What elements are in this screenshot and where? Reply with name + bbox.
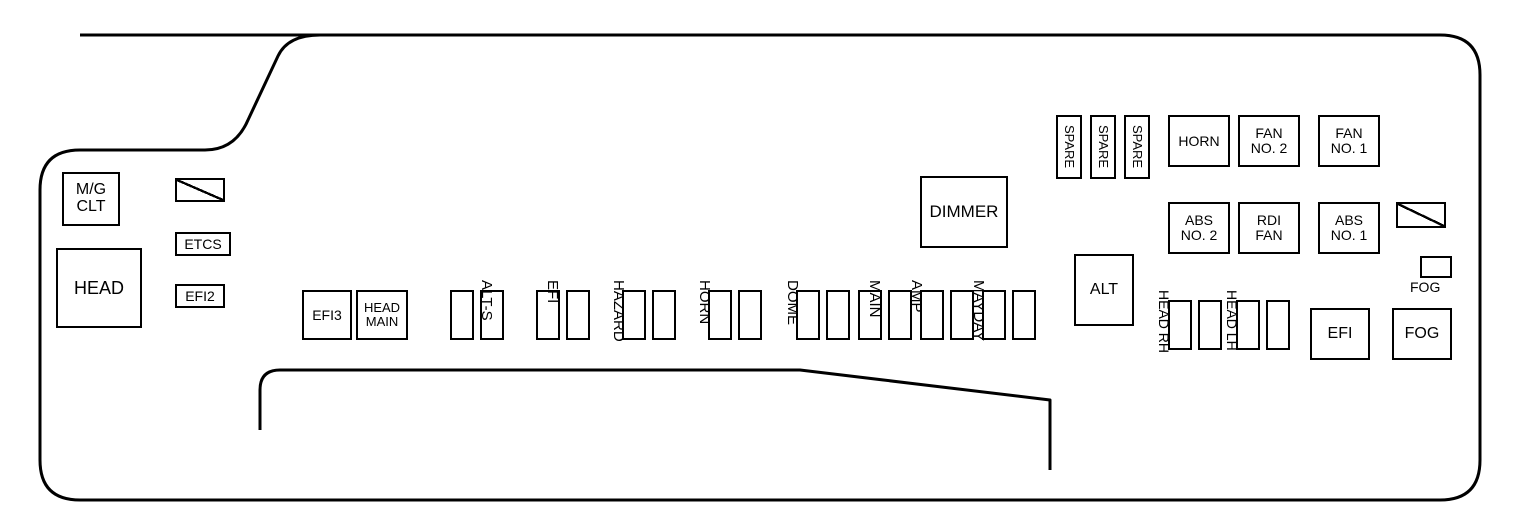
fuse-fog-r: FOG: [1392, 308, 1452, 360]
label-l-dome: DOME: [784, 280, 801, 325]
fuse-f-hazard-b: [652, 290, 676, 340]
fuse-slash-1: [175, 178, 225, 202]
fuse-f-horn-b: [738, 290, 762, 340]
fuse-head: HEAD: [56, 248, 142, 328]
label-l-fog: FOG: [1410, 280, 1440, 295]
fuse-label: ETCS: [184, 237, 221, 252]
fuse-efi2: EFI2: [175, 284, 225, 308]
fuse-label: ABS NO. 2: [1181, 213, 1218, 242]
fuse-label: HEAD MAIN: [364, 301, 400, 328]
fuse-label: HEAD: [74, 279, 124, 298]
fuse-alt: ALT: [1074, 254, 1134, 326]
label-l-hazard: HAZARD: [610, 280, 627, 342]
label-l-horn: HORN: [696, 280, 713, 324]
fuse-label: EFI: [1328, 326, 1353, 343]
fuse-horn-r: HORN: [1168, 115, 1230, 167]
label-l-headrh: HEAD RH: [1156, 290, 1172, 353]
fuse-label: RDI FAN: [1255, 213, 1282, 242]
fuse-label: FAN NO. 2: [1251, 126, 1288, 155]
label-l-mayday: MAYDAY: [970, 280, 987, 341]
fuse-spare1: SPARE: [1056, 115, 1082, 179]
fuse-label: SPARE: [1062, 125, 1076, 168]
fuse-slash-2: [1396, 202, 1446, 228]
fuse-fan1: FAN NO. 1: [1318, 115, 1380, 167]
label-l-amp: AMP: [908, 280, 925, 313]
fuse-label: EFI2: [185, 289, 215, 304]
fuse-f-dome-b: [826, 290, 850, 340]
fuse-label: HORN: [1178, 134, 1219, 149]
fuse-etcs: ETCS: [175, 232, 231, 256]
fuse-fog-s: [1420, 256, 1452, 278]
fuse-f-mayday-b: [1012, 290, 1036, 340]
fuse-label: SPARE: [1130, 125, 1144, 168]
fuse-label: EFI3: [312, 308, 342, 323]
fuse-f-efi-b: [566, 290, 590, 340]
fuse-dimmer: DIMMER: [920, 176, 1008, 248]
fuse-label: M/G CLT: [76, 182, 106, 216]
label-l-headlh: HEAD LH: [1224, 290, 1240, 351]
fuse-label: DIMMER: [930, 203, 999, 221]
fuse-mg-clt: M/G CLT: [62, 172, 120, 226]
fuse-label: ABS NO. 1: [1331, 213, 1368, 242]
fuse-f-headrh-b: [1198, 300, 1222, 350]
fuse-rdi-fan: RDI FAN: [1238, 202, 1300, 254]
fuse-f-headlh-b: [1266, 300, 1290, 350]
fusebox-diagram: M/G CLT HEAD ETCS EFI2 EFI3 HEAD MAIN DIMMER SP…: [0, 0, 1525, 511]
label-l-main: MAIN: [866, 280, 883, 318]
label-l-efi: EFI: [544, 280, 561, 303]
fuse-label: FAN NO. 1: [1331, 126, 1368, 155]
fuse-fan2: FAN NO. 2: [1238, 115, 1300, 167]
fuse-spare3: SPARE: [1124, 115, 1150, 179]
fuse-f-alts-a: [450, 290, 474, 340]
fuse-label: ALT: [1090, 282, 1118, 299]
fuse-label: FOG: [1405, 326, 1440, 343]
fuse-efi-r: EFI: [1310, 308, 1370, 360]
fuse-label: SPARE: [1096, 125, 1110, 168]
label-l-alts: ALT-S: [478, 280, 495, 321]
fuse-abs1: ABS NO. 1: [1318, 202, 1380, 254]
fuse-abs2: ABS NO. 2: [1168, 202, 1230, 254]
fuse-efi3: EFI3: [302, 290, 352, 340]
fuse-head-main: HEAD MAIN: [356, 290, 408, 340]
fuse-spare2: SPARE: [1090, 115, 1116, 179]
